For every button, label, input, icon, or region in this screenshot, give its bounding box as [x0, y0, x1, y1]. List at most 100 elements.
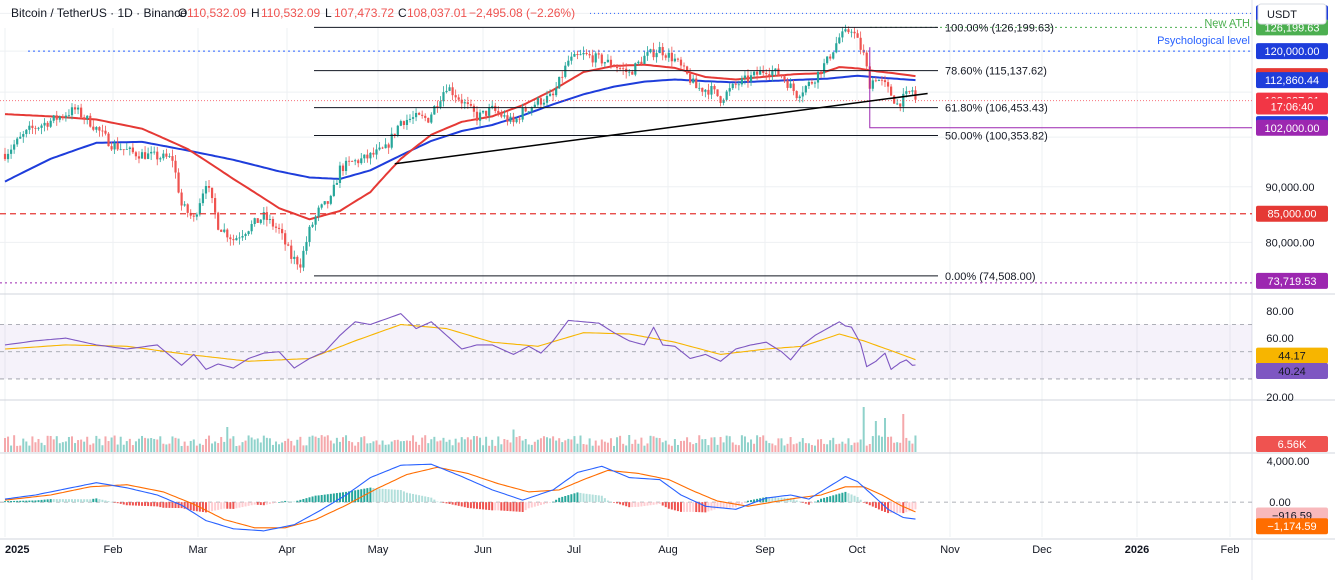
svg-text:102,000.00: 102,000.00	[1264, 123, 1319, 135]
volume-bar	[512, 429, 515, 452]
macd-histogram-bar	[591, 494, 594, 503]
candle	[235, 235, 238, 241]
macd-histogram-bar	[104, 500, 107, 503]
time-axis-label: Jun	[474, 544, 492, 556]
volume-bar	[77, 440, 80, 452]
macd-histogram-bar	[405, 492, 408, 503]
macd-histogram-bar	[780, 497, 783, 503]
macd-histogram-bar	[427, 497, 430, 503]
volume-bar	[750, 439, 753, 452]
price-label-badge: 73,719.53	[1256, 272, 1328, 289]
candle	[436, 100, 439, 113]
candle	[804, 84, 807, 96]
volume-bar	[284, 440, 287, 452]
candle	[893, 94, 896, 104]
candle	[37, 126, 40, 131]
volume-bar	[141, 435, 144, 452]
candle	[119, 143, 122, 151]
candle	[816, 71, 820, 89]
candle	[357, 158, 360, 168]
macd-histogram-bar	[217, 502, 220, 510]
volume-bar	[37, 438, 40, 452]
volume-bar	[363, 436, 366, 452]
currency-badge[interactable]: USDT	[1257, 3, 1327, 25]
macd-histogram-bar	[594, 494, 597, 503]
candle	[116, 137, 119, 151]
volume-bar	[652, 436, 655, 452]
volume-bar	[98, 438, 101, 452]
volume-bar	[150, 438, 153, 452]
macd-histogram-bar	[125, 502, 128, 506]
macd-histogram-bar	[850, 494, 853, 503]
volume-bar	[265, 437, 268, 452]
rsi-tick-label: 20.00	[1266, 392, 1294, 404]
volume-bar	[756, 435, 759, 452]
volume-bar	[436, 441, 439, 452]
volume-bar	[832, 437, 835, 452]
candle	[329, 194, 332, 206]
macd-histogram-bar	[609, 501, 612, 503]
macd-histogram-bar	[256, 502, 259, 505]
volume-bar	[131, 445, 134, 452]
volume-bar	[351, 442, 354, 452]
macd-histogram-bar	[488, 502, 491, 511]
macd-histogram-bar	[4, 501, 6, 503]
volume-bar	[399, 441, 402, 452]
fib-level-label: 78.60% (115,137.62)	[945, 66, 1047, 78]
volume-bar	[192, 439, 195, 452]
candle	[579, 49, 582, 56]
candle	[877, 79, 881, 82]
macd-histogram-bar	[208, 502, 211, 512]
macd-histogram-bar	[603, 498, 606, 503]
macd-histogram-bar	[506, 502, 509, 511]
volume-bar	[561, 442, 564, 452]
candle	[466, 96, 469, 110]
volume-bar	[676, 444, 679, 452]
candle	[13, 139, 16, 154]
candle	[801, 86, 804, 103]
macd-histogram-bar	[442, 502, 445, 503]
candle	[911, 86, 914, 96]
volume-bar	[287, 438, 290, 452]
macd-histogram-bar	[810, 502, 813, 504]
volume-bar	[137, 438, 140, 452]
volume-bar	[908, 440, 911, 452]
volume-bar	[241, 442, 244, 452]
candle	[183, 201, 186, 207]
volume-bar	[332, 443, 335, 452]
macd-histogram-bar	[539, 502, 542, 506]
macd-histogram-bar	[201, 502, 204, 513]
macd-histogram-bar	[454, 502, 457, 506]
volume-bar	[661, 442, 664, 452]
macd-histogram-bar	[37, 500, 40, 503]
volume-bar	[887, 436, 890, 452]
volume-bar	[110, 437, 113, 452]
candle	[527, 111, 530, 115]
volume-bar	[619, 435, 622, 452]
candle	[515, 117, 518, 124]
candle	[798, 94, 801, 103]
candle	[390, 127, 393, 150]
candle	[442, 86, 445, 107]
candle	[165, 148, 168, 159]
volume-bar	[503, 439, 506, 452]
candle	[823, 58, 826, 78]
macd-histogram-bar	[491, 502, 494, 511]
candle	[351, 160, 354, 162]
macd-histogram-bar	[314, 495, 317, 503]
candle	[844, 24, 847, 33]
candle	[381, 146, 384, 149]
volume-bar	[817, 439, 820, 452]
candle	[670, 46, 673, 68]
macd-histogram-bar	[463, 502, 466, 508]
candle	[311, 222, 314, 229]
volume-bar	[177, 438, 180, 452]
volume-bar	[896, 442, 899, 452]
candle	[874, 77, 877, 83]
macd-histogram-bar	[750, 500, 753, 503]
volume-bar	[515, 437, 518, 452]
volume-bar	[460, 437, 463, 452]
volume-bar	[195, 445, 198, 452]
candle	[92, 120, 95, 132]
